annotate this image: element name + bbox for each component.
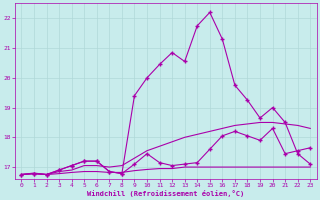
X-axis label: Windchill (Refroidissement éolien,°C): Windchill (Refroidissement éolien,°C)	[87, 190, 244, 197]
